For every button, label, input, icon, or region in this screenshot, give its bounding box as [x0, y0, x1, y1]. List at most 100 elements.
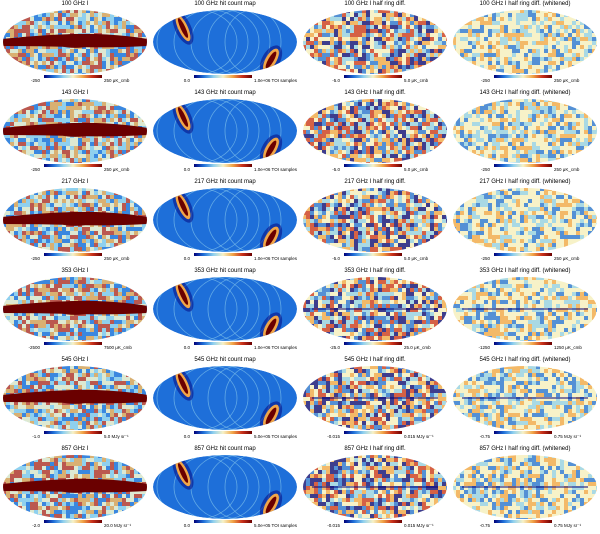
colorbar-max-label: 250 μK_cmb [554, 256, 579, 262]
colorbar-min-label: 0.0 [184, 434, 190, 440]
colorbar-min-label: -250 [31, 167, 40, 173]
colorbar [194, 342, 252, 345]
colorbar [44, 75, 102, 78]
colorbar [344, 520, 402, 523]
panel-title: 545 GHz hit count map [150, 357, 300, 364]
colorbar [44, 520, 102, 523]
colorbar-min-label: -0.75 [480, 434, 490, 440]
panel-title: 143 GHz I half ring diff. [300, 90, 450, 97]
sky-map-white [452, 454, 598, 520]
colorbar-max-label: 1.0e+06 TOI samples [254, 256, 297, 262]
panel-title: 353 GHz hit count map [150, 268, 300, 275]
panel-intensity: 143 GHz I -250 250 μK_cmb [0, 89, 150, 178]
colorbar [344, 431, 402, 434]
colorbar-min-label: -250 [31, 256, 40, 262]
colorbar [344, 342, 402, 345]
panel-title: 100 GHz I half ring diff. (whitened) [450, 1, 600, 8]
colorbar [44, 164, 102, 167]
colorbar-min-label: 0.0 [184, 523, 190, 529]
colorbar-max-label: 1.0e+06 TOI samples [254, 345, 297, 351]
panel-title: 217 GHz I half ring diff. [300, 179, 450, 186]
colorbar [494, 253, 552, 256]
colorbar-max-label: 250 μK_cmb [104, 167, 129, 173]
sky-map-diff [302, 187, 448, 253]
panel-diff: 857 GHz I half ring diff. -0.015 0.015 MJy… [300, 445, 450, 534]
panel-white: 217 GHz I half ring diff. (whitened)-250… [450, 178, 600, 267]
colorbar-min-label: -5.0 [332, 256, 340, 262]
panel-diff: 143 GHz I half ring diff. -5.0 5.0 μK_cmb [300, 89, 450, 178]
colorbar-min-label: -1.0 [32, 434, 40, 440]
colorbar-min-label: -5.0 [332, 167, 340, 173]
panel-title: 857 GHz I half ring diff. (whitened) [450, 446, 600, 453]
colorbar-max-label: 5.0e+05 TOI samples [254, 434, 297, 440]
panel-white: 353 GHz I half ring diff. (whitened) -125… [450, 267, 600, 356]
colorbar [194, 520, 252, 523]
sky-map-hits [152, 454, 298, 520]
panel-title: 143 GHz hit count map [150, 90, 300, 97]
colorbar [494, 75, 552, 78]
sky-map-intensity [2, 9, 148, 75]
panel-title: 545 GHz I half ring diff. (whitened) [450, 357, 600, 364]
panel-intensity: 353 GHz I -2500 7500 μK_cmb [0, 267, 150, 356]
colorbar [44, 431, 102, 434]
colorbar [344, 75, 402, 78]
panel-white: 100 GHz I half ring diff. (whitened)-250… [450, 0, 600, 89]
colorbar-min-label: -2500 [28, 345, 40, 351]
colorbar-min-label: -0.015 [327, 434, 340, 440]
colorbar-max-label: 250 μK_cmb [554, 167, 579, 173]
colorbar-max-label: 1250 μK_cmb [554, 345, 582, 351]
colorbar-max-label: 0.75 MJy sr⁻¹ [554, 434, 581, 440]
colorbar-max-label: 0.015 MJy sr⁻¹ [404, 523, 434, 529]
panel-white: 143 GHz I half ring diff. (whitened) -250… [450, 89, 600, 178]
colorbar-max-label: 7500 μK_cmb [104, 345, 132, 351]
colorbar-max-label: 1.0e+06 TOI samples [254, 78, 297, 84]
colorbar-max-label: 5.0 μK_cmb [404, 78, 428, 84]
panel-title: 545 GHz I half ring diff. [300, 357, 450, 364]
panel-hits: 353 GHz hit count map 0.0 1.0e+06 TOI samp… [150, 267, 300, 356]
sky-map-intensity [2, 98, 148, 164]
sky-map-hits [152, 276, 298, 342]
panel-title: 545 GHz I [0, 357, 150, 364]
colorbar-max-label: 5.0e+05 TOI samples [254, 523, 297, 529]
colorbar-max-label: 250 μK_cmb [554, 78, 579, 84]
sky-map-hits [152, 187, 298, 253]
sky-map-white [452, 187, 598, 253]
colorbar-min-label: 0.0 [184, 167, 190, 173]
colorbar [194, 164, 252, 167]
colorbar-max-label: 5.0 μK_cmb [404, 167, 428, 173]
panel-title: 217 GHz hit count map [150, 179, 300, 186]
panel-title: 857 GHz I half ring diff. [300, 446, 450, 453]
panel-title: 353 GHz I half ring diff. (whitened) [450, 268, 600, 275]
sky-map-hits [152, 98, 298, 164]
colorbar-max-label: 0.75 MJy sr⁻¹ [554, 523, 581, 529]
panel-diff: 545 GHz I half ring diff. -0.015 0.015 MJy… [300, 356, 450, 445]
colorbar [44, 342, 102, 345]
colorbar-max-label: 25.0 μK_cmb [404, 345, 431, 351]
sky-map-white [452, 276, 598, 342]
sky-map-hits [152, 9, 298, 75]
colorbar-min-label: 0.0 [184, 78, 190, 84]
colorbar-min-label: 0.0 [184, 345, 190, 351]
colorbar-min-label: -1250 [478, 345, 490, 351]
panel-title: 857 GHz hit count map [150, 446, 300, 453]
colorbar-max-label: 5.0 μK_cmb [404, 256, 428, 262]
panel-title: 143 GHz I half ring diff. (whitened) [450, 90, 600, 97]
panel-title: 100 GHz I half ring diff. [300, 1, 450, 8]
colorbar-max-label: 20.0 MJy sr⁻¹ [104, 523, 131, 529]
colorbar-min-label: 0.0 [184, 256, 190, 262]
colorbar [344, 164, 402, 167]
colorbar-min-label: -250 [31, 78, 40, 84]
colorbar-max-label: 0.015 MJy sr⁻¹ [404, 434, 434, 440]
colorbar-min-label: -250 [481, 167, 490, 173]
panel-title: 857 GHz I [0, 446, 150, 453]
colorbar-min-label: -0.015 [327, 523, 340, 529]
sky-map-intensity [2, 276, 148, 342]
panel-white: 545 GHz I half ring diff. (whitened) -0.7… [450, 356, 600, 445]
panel-title: 143 GHz I [0, 90, 150, 97]
panel-title: 217 GHz I [0, 179, 150, 186]
panel-title: 353 GHz I [0, 268, 150, 275]
